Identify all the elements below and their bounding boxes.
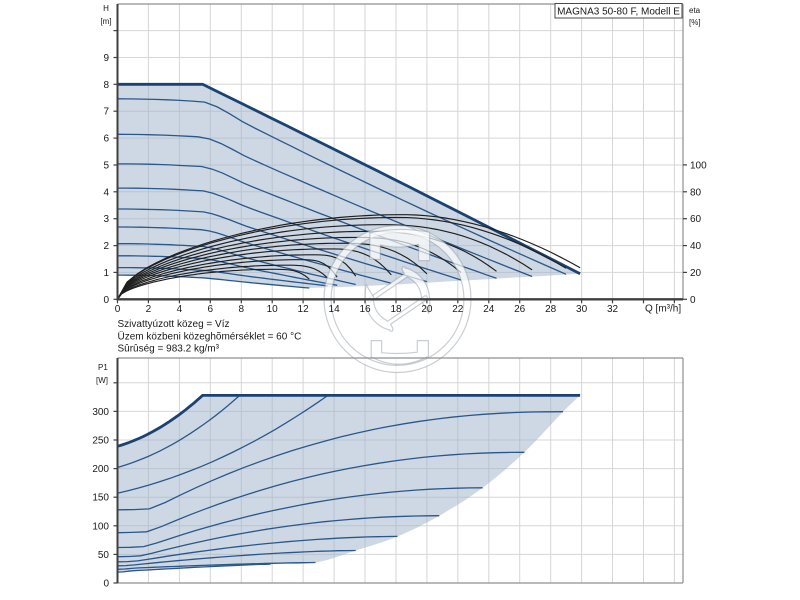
svg-text:P1: P1 bbox=[98, 363, 108, 372]
svg-text:30: 30 bbox=[576, 304, 588, 315]
svg-text:8: 8 bbox=[103, 80, 109, 91]
svg-text:eta: eta bbox=[689, 6, 701, 15]
svg-text:18: 18 bbox=[390, 304, 402, 315]
svg-text:10: 10 bbox=[267, 304, 279, 315]
svg-text:6: 6 bbox=[103, 134, 109, 145]
svg-text:250: 250 bbox=[92, 436, 109, 447]
svg-text:Q [m³/h]: Q [m³/h] bbox=[645, 304, 681, 315]
svg-text:16: 16 bbox=[359, 304, 371, 315]
svg-text:Üzem közbeni közeghõmérséklet: Üzem közbeni közeghõmérséklet = 60 °C bbox=[118, 330, 302, 342]
svg-text:100: 100 bbox=[690, 160, 707, 171]
svg-text:0: 0 bbox=[103, 295, 109, 306]
svg-text:2: 2 bbox=[146, 304, 152, 315]
svg-text:60: 60 bbox=[690, 214, 702, 225]
svg-text:Sûrûség = 983.2 kg/m³: Sûrûség = 983.2 kg/m³ bbox=[118, 343, 220, 354]
svg-text:1: 1 bbox=[103, 268, 109, 279]
svg-text:100: 100 bbox=[92, 521, 109, 532]
svg-text:[W]: [W] bbox=[96, 376, 108, 385]
svg-text:2: 2 bbox=[103, 241, 109, 252]
svg-text:40: 40 bbox=[690, 241, 702, 252]
svg-text:Szivattyúzott közeg = Víz: Szivattyúzott közeg = Víz bbox=[118, 319, 230, 330]
svg-text:[%]: [%] bbox=[689, 18, 701, 27]
svg-text:4: 4 bbox=[177, 304, 183, 315]
svg-text:200: 200 bbox=[92, 464, 109, 475]
svg-text:5: 5 bbox=[103, 161, 109, 172]
svg-text:3: 3 bbox=[103, 214, 109, 225]
svg-text:[m]: [m] bbox=[100, 17, 111, 26]
svg-text:MAGNA3 50-80 F, Modell E: MAGNA3 50-80 F, Modell E bbox=[557, 7, 680, 18]
svg-text:7: 7 bbox=[103, 107, 109, 118]
svg-text:0: 0 bbox=[115, 304, 121, 315]
svg-text:8: 8 bbox=[239, 304, 245, 315]
svg-text:6: 6 bbox=[208, 304, 214, 315]
svg-text:150: 150 bbox=[92, 493, 109, 504]
svg-text:26: 26 bbox=[514, 304, 526, 315]
svg-text:22: 22 bbox=[452, 304, 464, 315]
svg-text:300: 300 bbox=[92, 407, 109, 418]
svg-text:50: 50 bbox=[98, 550, 110, 561]
svg-text:32: 32 bbox=[607, 304, 619, 315]
svg-text:12: 12 bbox=[298, 304, 310, 315]
svg-text:4: 4 bbox=[103, 187, 109, 198]
svg-text:20: 20 bbox=[690, 268, 702, 279]
svg-text:14: 14 bbox=[329, 304, 341, 315]
svg-text:20: 20 bbox=[421, 304, 433, 315]
svg-text:80: 80 bbox=[690, 187, 702, 198]
svg-text:28: 28 bbox=[545, 304, 557, 315]
svg-text:24: 24 bbox=[483, 304, 495, 315]
svg-text:9: 9 bbox=[103, 53, 109, 64]
svg-text:0: 0 bbox=[103, 579, 109, 590]
svg-text:0: 0 bbox=[690, 295, 696, 306]
svg-text:H: H bbox=[103, 4, 109, 13]
